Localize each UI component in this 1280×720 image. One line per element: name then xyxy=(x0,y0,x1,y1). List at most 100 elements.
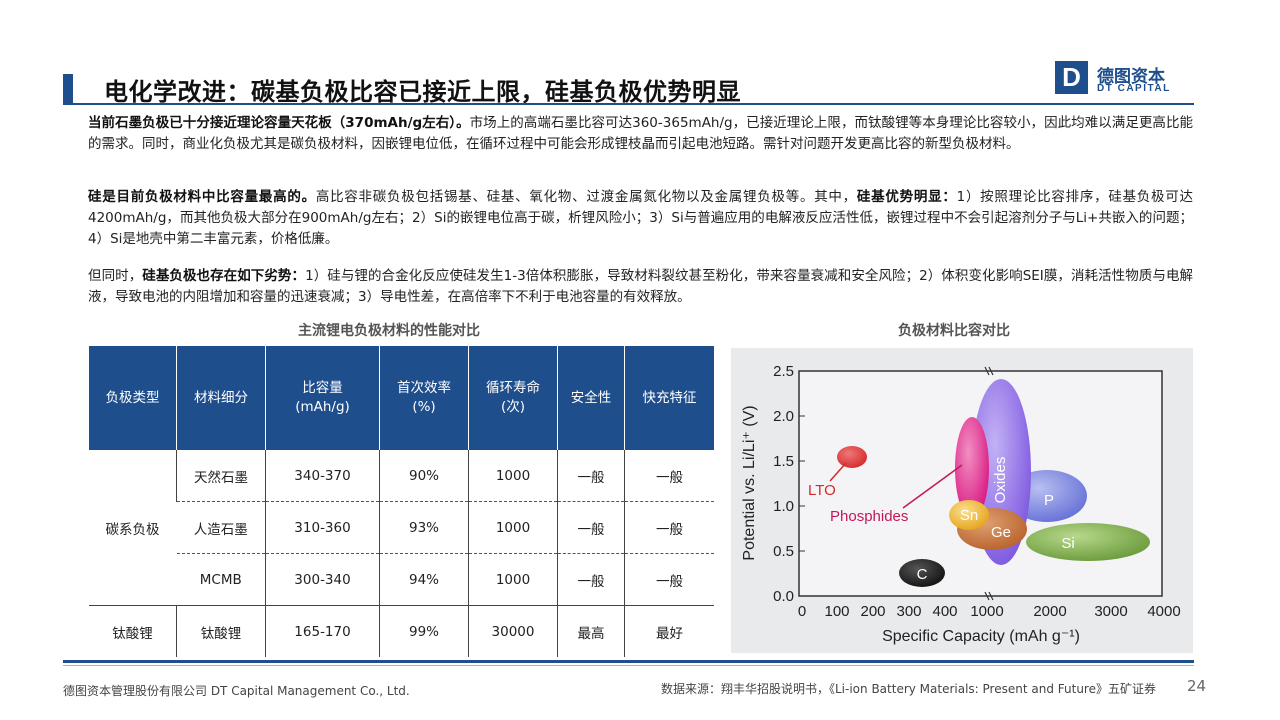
header-capacity: 比容量 (mAh/g) xyxy=(265,346,380,450)
cell-safety: 最高 xyxy=(557,605,625,657)
y-tick-label: 2.5 xyxy=(773,363,794,380)
paragraph-2-body-b: 1）按照理论比容排序，硅基负极可达4200mAh/g，而其他负极大部分在900m… xyxy=(88,189,1194,247)
cell-safety: 一般 xyxy=(557,501,625,554)
cell-material: 钛酸锂 xyxy=(176,605,266,657)
x-axis-title: Specific Capacity (mAh g⁻¹) xyxy=(882,628,1080,645)
x-tick-label: 200 xyxy=(860,603,885,620)
table-header-row: 负极类型 材料细分 比容量 (mAh/g) 首次效率 (%) 循环寿命 (次) 安全性… xyxy=(89,346,714,450)
phosphides-region xyxy=(955,417,989,519)
cell-cycle-life: 1000 xyxy=(468,553,558,606)
cell-efficiency: 93% xyxy=(379,501,469,554)
x-tick-label: 4000 xyxy=(1147,603,1180,620)
table-caption: 主流锂电负极材料的性能对比 xyxy=(298,323,480,339)
logo-english-name: DT CAPITAL xyxy=(1097,83,1171,94)
cell-material: MCMB xyxy=(176,553,266,606)
header-fast-charge: 快充特征 xyxy=(624,346,714,450)
region-labels: LTO Phosphides Oxides P Sn Ge Si C xyxy=(808,457,1075,583)
sn-label: Sn xyxy=(960,507,978,524)
si-label: Si xyxy=(1061,535,1074,552)
footer-divider-thin xyxy=(63,665,1194,666)
header-material: 材料细分 xyxy=(176,346,266,450)
cell-material: 人造石墨 xyxy=(176,501,266,554)
table-row: 碳系负极 天然石墨 340-370 90% 1000 一般 一般 xyxy=(89,450,714,606)
lto-connector xyxy=(829,462,847,482)
y-axis-ticks xyxy=(799,370,805,597)
si-region xyxy=(1026,523,1150,561)
paragraph-1-body: 市场上的高端石墨比容可达360-365mAh/g，已接近理论上限，而钛酸锂等本身… xyxy=(88,115,1193,152)
y-axis-labels: 0.0 0.5 1.0 1.5 2.0 2.5 xyxy=(773,363,794,605)
cell-capacity: 310-360 xyxy=(265,501,380,554)
paragraph-1-lead: 当前石墨负极已十分接近理论容量天花板（370mAh/g左右）。 xyxy=(88,115,470,131)
cell-safety: 一般 xyxy=(557,553,625,606)
logo-mark-icon: D xyxy=(1055,61,1088,94)
table-row: 人造石墨 310-360 93% 1000 一般 一般 xyxy=(89,501,714,554)
cell-safety: 一般 xyxy=(557,450,625,502)
lto-label: LTO xyxy=(808,482,836,499)
cell-efficiency: 90% xyxy=(379,450,469,502)
paragraph-silicon-drawbacks: 但同时，硅基负极也存在如下劣势：1）硅与锂的合金化反应使硅发生1-3倍体积膨胀，… xyxy=(88,266,1193,308)
p-label: P xyxy=(1044,492,1054,509)
x-tick-label: 400 xyxy=(932,603,957,620)
paragraph-2-lead: 硅是目前负极材料中比容量最高的。 xyxy=(88,189,316,205)
paragraph-3-body-b: 1）硅与锂的合金化反应使硅发生1-3倍体积膨胀，导致材料裂纹甚至粉化，带来容量衰… xyxy=(88,268,1194,305)
y-tick-label: 0.0 xyxy=(773,588,794,605)
paragraph-3-body-a: 但同时， xyxy=(88,268,143,284)
dt-capital-logo: D 德图资本 DT CAPITAL xyxy=(1055,61,1195,97)
cell-capacity: 340-370 xyxy=(265,450,380,502)
header-safety: 安全性 xyxy=(557,346,625,450)
phosphides-label: Phosphides xyxy=(830,508,908,525)
header-cycle-life: 循环寿命 (次) xyxy=(468,346,558,450)
cell-efficiency: 99% xyxy=(379,605,469,657)
x-axis-labels: 0 100 200 300 400 1000 2000 3000 4000 xyxy=(798,603,1181,620)
lto-region xyxy=(837,446,867,468)
paragraph-2-highlight: 硅基优势明显： xyxy=(856,189,957,205)
table-row: MCMB 300-340 94% 1000 一般 一般 xyxy=(89,553,714,606)
cell-capacity: 165-170 xyxy=(265,605,380,657)
cell-cycle-life: 30000 xyxy=(468,605,558,657)
cell-fast-charge: 一般 xyxy=(624,450,714,502)
paragraph-3-highlight: 硅基负极也存在如下劣势： xyxy=(142,268,306,284)
x-tick-label: 100 xyxy=(824,603,849,620)
c-region xyxy=(899,559,945,587)
ge-label: Ge xyxy=(991,524,1011,541)
header-cycle-text: 循环寿命 (次) xyxy=(486,380,540,415)
footer-company: 德图资本管理股份有限公司 DT Capital Management Co., … xyxy=(63,684,410,698)
title-underline xyxy=(63,103,1194,105)
cell-efficiency: 94% xyxy=(379,553,469,606)
phosphides-connector xyxy=(902,464,963,509)
page-title: 电化学改进：碳基负极比容已接近上限，硅基负极优势明显 xyxy=(104,78,741,106)
cell-cycle-life: 1000 xyxy=(468,501,558,554)
footer-source: 数据来源：翔丰华招股说明书，《Li-ion Battery Materials:… xyxy=(661,682,1156,696)
cell-fast-charge: 一般 xyxy=(624,553,714,606)
header-anode-type: 负极类型 xyxy=(89,346,177,450)
paragraph-graphite-limit: 当前石墨负极已十分接近理论容量天花板（370mAh/g左右）。市场上的高端石墨比… xyxy=(88,113,1193,155)
axis-break-marks xyxy=(984,366,994,601)
y-tick-label: 2.0 xyxy=(773,408,794,425)
logo-chinese-name: 德图资本 xyxy=(1097,67,1165,87)
y-tick-label: 1.0 xyxy=(773,498,794,515)
cell-cycle-life: 1000 xyxy=(468,450,558,502)
cell-fast-charge: 一般 xyxy=(624,501,714,554)
oxides-label: Oxides xyxy=(992,457,1009,504)
header-first-efficiency: 首次效率 (%) xyxy=(379,346,469,450)
table-row: 钛酸锂 钛酸锂 165-170 99% 30000 最高 最好 xyxy=(89,605,714,657)
cell-fast-charge: 最好 xyxy=(624,605,714,657)
x-tick-label: 0 xyxy=(798,603,806,620)
footer-divider xyxy=(63,660,1194,663)
y-axis-title: Potential vs. Li/Li⁺ (V) xyxy=(741,405,758,560)
x-tick-label: 2000 xyxy=(1033,603,1066,620)
x-tick-label: 300 xyxy=(896,603,921,620)
c-label: C xyxy=(917,566,928,583)
group-lto: 钛酸锂 xyxy=(112,625,153,642)
cell-capacity: 300-340 xyxy=(265,553,380,606)
paragraph-2-body-a: 高比容非碳负极包括锡基、硅基、氧化物、过渡金属氮化物以及金属锂负极等。其中， xyxy=(315,189,857,205)
y-tick-label: 1.5 xyxy=(773,453,794,470)
page-number: 24 xyxy=(1187,677,1207,695)
paragraph-silicon-advantage: 硅是目前负极材料中比容量最高的。高比容非碳负极包括锡基、硅基、氧化物、过渡金属氮… xyxy=(88,187,1193,250)
sn-region xyxy=(949,500,989,530)
chart-caption: 负极材料比容对比 xyxy=(898,323,1010,339)
header-efficiency-text: 首次效率 (%) xyxy=(397,380,451,415)
x-tick-label: 3000 xyxy=(1094,603,1127,620)
capacity-chart-svg: 0.0 0.5 1.0 1.5 2.0 2.5 0 100 200 300 40… xyxy=(741,363,1181,645)
title-accent-bar xyxy=(63,74,73,104)
